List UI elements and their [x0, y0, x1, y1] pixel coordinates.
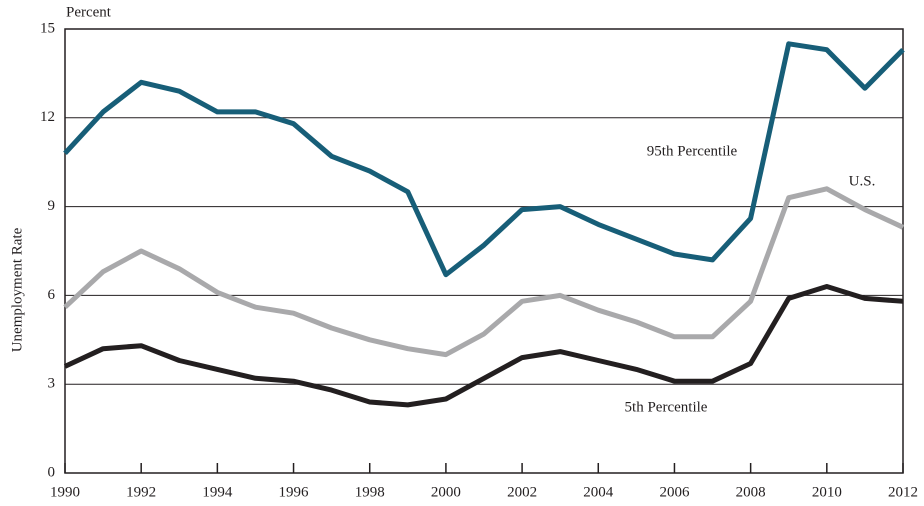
x-tick-label: 2010: [812, 484, 842, 500]
x-tick-label: 1996: [279, 484, 310, 500]
series-label: 5th Percentile: [625, 399, 708, 415]
y-tick-label: 12: [40, 109, 55, 125]
y-tick-label: 15: [40, 20, 55, 36]
x-tick-label: 2004: [583, 484, 614, 500]
series-label: U.S.: [849, 173, 876, 189]
x-tick-label: 1998: [355, 484, 385, 500]
x-tick-label: 2012: [888, 484, 918, 500]
y-tick-label: 9: [48, 198, 56, 214]
series-label: 95th Percentile: [647, 143, 738, 159]
x-tick-label: 1990: [50, 484, 80, 500]
x-tick-label: 1992: [126, 484, 156, 500]
x-tick-label: 2002: [507, 484, 537, 500]
x-tick-label: 2000: [431, 484, 461, 500]
series-line: [63, 284, 904, 408]
x-tick-label: 2008: [736, 484, 766, 500]
y-tick-label: 0: [48, 464, 56, 480]
plot-frame: [64, 28, 904, 474]
y-unit-label: Percent: [66, 4, 112, 20]
x-tick-label: 2006: [659, 484, 690, 500]
x-tick-label: 1994: [202, 484, 233, 500]
series-line: [63, 41, 905, 278]
y-axis-label: Unemployment Rate: [9, 227, 25, 352]
y-tick-label: 6: [48, 287, 56, 303]
y-tick-label: 3: [48, 376, 56, 392]
series-line: [63, 186, 905, 358]
